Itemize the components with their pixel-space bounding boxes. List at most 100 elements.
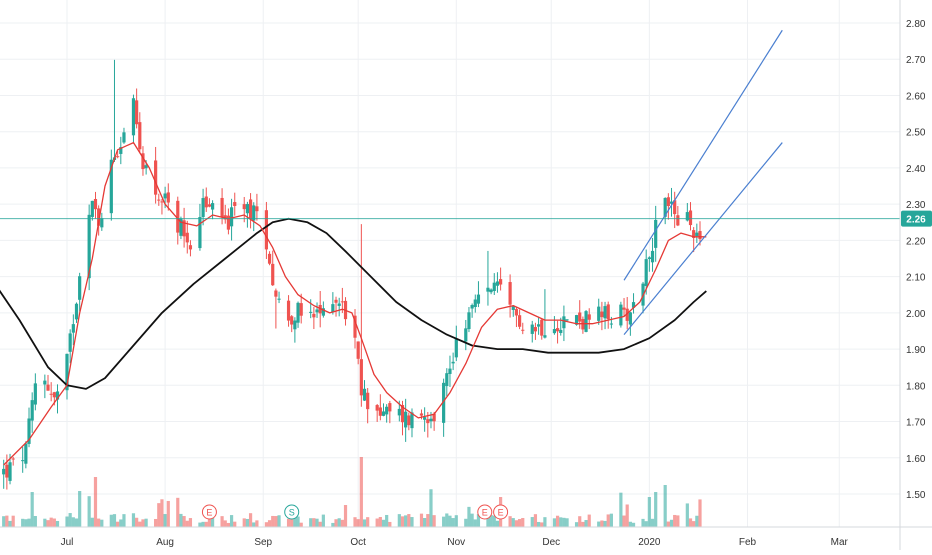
volume-bar [65,516,69,527]
event-marker-label: E [482,508,488,518]
event-marker[interactable] [493,504,509,520]
volume-bar [359,457,363,527]
volume-bar [404,515,408,527]
candle-body [514,309,519,316]
candle-body [432,413,436,422]
candle-body [43,380,47,385]
volume-bar [68,513,72,527]
volume-bar [378,516,382,527]
y-tick-label: 2.60 [906,91,926,102]
volume-bar [179,513,183,527]
trend-line[interactable] [623,29,783,281]
event-marker[interactable] [477,504,493,520]
candle-body [207,204,212,207]
volume-bar [448,515,452,527]
y-tick-label: 1.50 [906,490,926,501]
y-tick-label: 1.70 [906,418,926,429]
candle-body [179,218,183,236]
candle-body [362,388,367,401]
volume-bar [154,518,158,527]
volume-bar [109,514,113,527]
volume-bar [52,518,56,527]
volume-bar [650,518,655,527]
candle-body [473,299,477,307]
volume-bar [198,522,202,527]
last-price-label: 2.26 [906,215,926,226]
x-tick-label: 2020 [638,537,661,548]
volume-bar [100,519,104,527]
volume-bar [581,521,585,527]
candle-body [340,301,344,303]
candle-body [299,303,303,316]
volume-bar [299,522,303,527]
volume-bar [248,513,253,527]
volume-bar [698,499,702,527]
candle-body [555,328,560,332]
volume-bar [622,515,626,527]
candle-body [676,215,680,226]
volume-bar [388,521,392,527]
candle-body [226,215,231,230]
candle-body [296,302,300,323]
trend-line[interactable] [623,142,783,335]
candle-body [204,196,208,208]
volume-bar [160,499,164,527]
candle-body [52,392,56,398]
volume-bar [695,515,699,527]
candle-body [650,250,655,263]
volume-bar [255,520,259,527]
candle-body [619,304,623,326]
y-tick-label: 2.10 [906,273,926,284]
event-marker[interactable] [284,504,300,520]
event-marker[interactable] [201,504,217,520]
volume-bar [429,489,433,527]
volume-bar [470,513,474,527]
volume-bar [476,514,481,527]
candle-body [55,391,60,400]
volume-bar [201,521,205,527]
volume-bar [375,518,379,527]
volume-bar [663,485,667,527]
candle-body [562,316,566,329]
volume-bar [271,515,275,527]
y-tick-label: 1.80 [906,381,926,392]
candle-body [248,199,253,220]
volume-bar [464,518,468,527]
candle-body [27,418,31,444]
volume-bar [666,521,670,527]
candle-body [419,413,424,416]
x-tick-label: Sep [254,537,272,548]
volume-bar [87,496,91,527]
candle-body [356,341,360,359]
volume-bar [210,513,215,527]
volume-bar [2,516,6,527]
candle-body [144,165,148,169]
candle-body [33,383,37,405]
candle-body [166,192,170,203]
volume-bar [400,516,405,527]
volume-bar [131,513,136,527]
volume-bar [112,514,117,527]
candle-body [565,319,569,321]
candle-body [698,231,702,240]
x-tick-label: Dec [542,537,560,548]
volume-bar [274,516,278,527]
volume-bar [619,492,623,527]
volume-bar [312,518,316,527]
volume-bar [233,521,237,527]
candle-body [603,306,607,319]
candle-body [353,315,357,338]
volume-bar [508,516,512,527]
volume-bar [426,514,430,527]
candle-body [252,205,256,221]
volume-bar [286,518,291,527]
x-tick-label: Aug [156,537,174,548]
candle-body [71,324,75,333]
candle-body [654,219,658,248]
candle-body [511,306,515,310]
volume-bar [673,514,677,527]
volume-bar [74,518,79,527]
candle-body [74,303,79,320]
